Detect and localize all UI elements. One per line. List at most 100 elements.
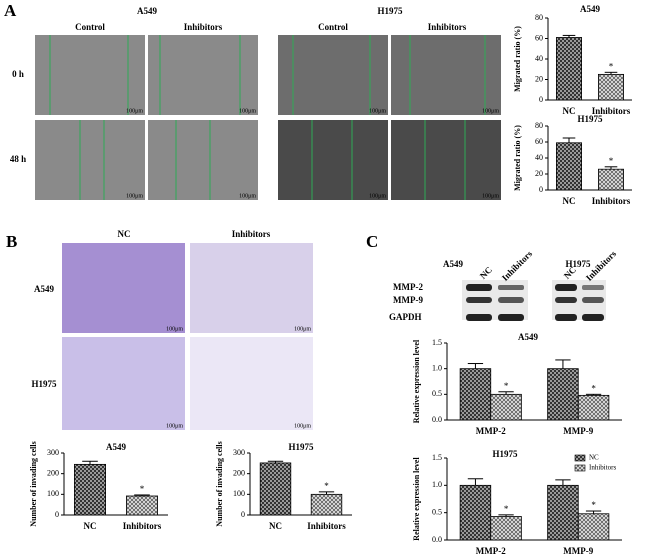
y-tick-label: 100 <box>47 489 59 498</box>
y-tick-label: 300 <box>233 448 245 457</box>
panel-letter: C <box>366 232 378 251</box>
row-label: 48 h <box>10 154 26 164</box>
x-tick-label: MMP-2 <box>476 426 506 436</box>
y-axis-label: Relative expression level <box>412 457 421 541</box>
scale-label: 100μm <box>482 193 499 199</box>
x-tick-label: Inhibitors <box>592 196 631 206</box>
y-tick-label: 20 <box>535 169 543 178</box>
scale-label: 100μm <box>166 326 183 332</box>
migration-images <box>35 35 501 200</box>
column-label: Control <box>75 22 105 32</box>
y-tick-label: 200 <box>47 468 59 477</box>
legend-swatch <box>574 464 586 472</box>
bar <box>547 484 579 541</box>
scale-label: 100μm <box>126 108 143 114</box>
chart-title: A549 <box>106 442 126 452</box>
y-tick-label: 0 <box>539 185 543 194</box>
x-tick-label: Inhibitors <box>123 521 162 531</box>
bar <box>556 37 583 101</box>
scale-label: 100μm <box>369 193 386 199</box>
y-tick-label: 0.0 <box>432 535 442 544</box>
row-label: 0 h <box>12 69 24 79</box>
y-tick-label: 300 <box>47 448 59 457</box>
x-tick-label: NC <box>269 521 282 531</box>
y-tick-label: 1.0 <box>432 480 442 489</box>
scale-label: 100μm <box>294 423 311 429</box>
y-axis-label: Number of invading cells <box>215 441 224 526</box>
y-tick-label: 100 <box>233 489 245 498</box>
column-label: NC <box>118 229 131 239</box>
bar <box>459 368 492 421</box>
y-tick-label: 20 <box>535 74 543 83</box>
x-tick-label: Inhibitors <box>307 521 346 531</box>
y-tick-label: 1.5 <box>432 453 442 462</box>
x-tick-label: MMP-9 <box>563 426 593 436</box>
y-tick-label: 0 <box>539 95 543 104</box>
y-tick-label: 0 <box>55 510 59 519</box>
western-blot <box>462 280 606 321</box>
panel-letter: A <box>4 1 17 20</box>
annotation: * <box>504 504 509 514</box>
annotation: * <box>504 381 509 391</box>
y-tick-label: 40 <box>535 54 543 63</box>
y-tick-label: 80 <box>535 13 543 22</box>
panel-letter: B <box>6 232 17 251</box>
scale-labels: 100μm 100μm 100μm 100μm 100μm 100μm 100μm 100μm… <box>126 108 499 429</box>
annotation: * <box>591 500 596 510</box>
y-tick-label: 40 <box>535 153 543 162</box>
column-label: Inhibitors <box>428 22 467 32</box>
bar <box>556 142 583 191</box>
column-label: Inhibitors <box>232 229 271 239</box>
protein-label: MMP-9 <box>393 295 423 305</box>
y-tick-label: 0.0 <box>432 415 442 424</box>
chart-title: A549 <box>580 4 600 14</box>
bar <box>598 168 625 191</box>
annotation: * <box>140 484 145 494</box>
x-tick-label: NC <box>563 106 576 116</box>
group-label: H1975 <box>565 259 591 269</box>
chart-title: A549 <box>518 332 538 342</box>
y-tick-label: 1.5 <box>432 338 442 347</box>
scale-label: 100μm <box>482 108 499 114</box>
y-tick-label: 60 <box>535 137 543 146</box>
scale-label: 100μm <box>239 193 256 199</box>
x-tick-label: MMP-9 <box>563 546 593 556</box>
legend-label: NC <box>589 454 599 462</box>
scale-label: 100μm <box>294 326 311 332</box>
protein-label: MMP-2 <box>393 282 423 292</box>
scale-label: 100μm <box>126 193 143 199</box>
chart-title: H1975 <box>288 442 314 452</box>
chart-title: H1975 <box>577 114 603 124</box>
y-tick-label: 0.5 <box>432 389 442 398</box>
bar <box>598 73 625 101</box>
scale-label: 100μm <box>239 108 256 114</box>
bar <box>490 516 522 541</box>
y-axis-label: Number of invading cells <box>29 441 38 526</box>
bar <box>577 394 610 421</box>
row-label: A549 <box>34 284 54 294</box>
column-label: Control <box>318 22 348 32</box>
bar <box>490 393 522 421</box>
wound-edges <box>49 35 486 200</box>
x-tick-label: MMP-2 <box>476 546 506 556</box>
bar <box>310 493 343 516</box>
x-tick-label: NC <box>563 196 576 206</box>
y-axis-label: Relative expression level <box>412 339 421 423</box>
y-tick-label: 0 <box>241 510 245 519</box>
y-axis-label: Migrated ratio (%) <box>513 26 522 92</box>
bar <box>259 462 292 516</box>
bar <box>547 368 579 421</box>
annotation: * <box>324 481 329 491</box>
bar <box>577 513 610 541</box>
invasion-images <box>62 243 313 430</box>
x-tick-label: Inhibitors <box>592 106 631 116</box>
row-label: H1975 <box>31 379 57 389</box>
annotation: * <box>609 61 614 71</box>
y-tick-label: 0.5 <box>432 507 442 516</box>
group-label: A549 <box>443 259 463 269</box>
group-label: A549 <box>137 6 157 16</box>
annotation: * <box>609 156 614 166</box>
scale-label: 100μm <box>166 423 183 429</box>
protein-label: GAPDH <box>389 312 422 322</box>
bar <box>74 463 107 516</box>
